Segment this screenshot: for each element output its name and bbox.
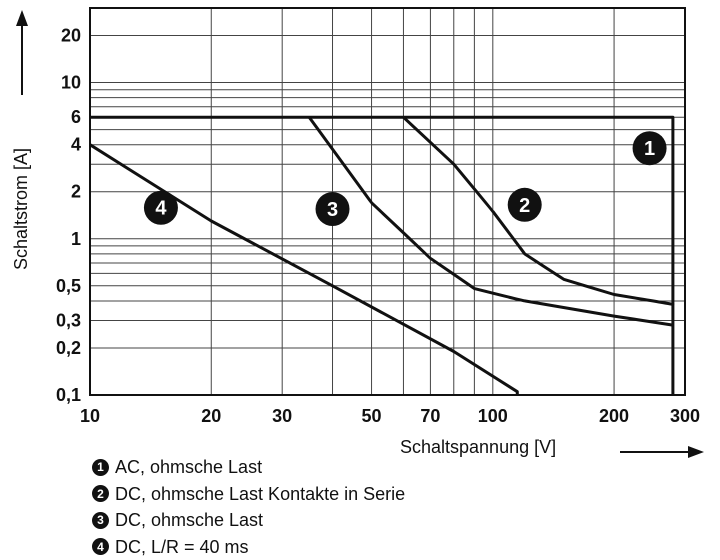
marker-circle bbox=[632, 131, 667, 166]
marker-label: 2 bbox=[519, 195, 530, 217]
marker-label: 1 bbox=[644, 138, 655, 160]
plot-frame bbox=[89, 7, 686, 396]
y-tick-label-3: 4 bbox=[71, 135, 81, 155]
x-tick-label-7: 300 bbox=[670, 406, 700, 426]
chart-markers: 1 2 3 4 bbox=[143, 131, 667, 227]
curve-4 bbox=[89, 143, 519, 395]
y-tick-label-4: 2 bbox=[71, 182, 81, 202]
chart-grid bbox=[89, 7, 686, 396]
x-tick-label-2: 30 bbox=[272, 406, 292, 426]
legend-text-4: DC, L/R = 40 ms bbox=[115, 536, 249, 557]
curve-3 bbox=[307, 116, 674, 327]
curve-marker-2: 2 bbox=[507, 187, 542, 222]
y-tick-label-1: 10 bbox=[61, 73, 81, 93]
x-tick-label-1: 20 bbox=[201, 406, 221, 426]
legend-badge-3: 3 bbox=[92, 511, 109, 529]
curve-marker-3: 3 bbox=[315, 192, 350, 227]
y-tick-label-0: 20 bbox=[61, 26, 81, 46]
legend-badge-4: 4 bbox=[92, 538, 109, 556]
legend-item-4: 4 DC, L/R = 40 ms bbox=[92, 534, 405, 560]
y-tick-label-8: 0,2 bbox=[56, 338, 81, 358]
y-tick-label-6: 0,5 bbox=[56, 276, 81, 296]
x-tick-label-3: 50 bbox=[362, 406, 382, 426]
y-tick-label-7: 0,3 bbox=[56, 310, 81, 330]
x-tick-label-4: 70 bbox=[420, 406, 440, 426]
y-tick-label-2: 6 bbox=[71, 107, 81, 127]
x-tick-label-5: 100 bbox=[478, 406, 508, 426]
marker-circle bbox=[507, 187, 542, 222]
y-axis-label: Schaltstrom [A] bbox=[11, 148, 31, 270]
y-axis-title: Schaltstrom [A] bbox=[11, 148, 31, 270]
curve-marker-4: 4 bbox=[143, 190, 178, 225]
chart-curves bbox=[89, 115, 675, 395]
x-axis-label: Schaltspannung [V] bbox=[400, 437, 556, 457]
marker-circle bbox=[143, 190, 178, 225]
switching-capacity-chart: 1 2 3 4 10 20 30 50 70 100 200 300 20 10 6 4 2 1 0,5 0,3 0,… bbox=[11, 7, 704, 458]
x-tick-label-6: 200 bbox=[599, 406, 629, 426]
x-axis-arrow bbox=[620, 446, 704, 458]
x-tick-label-0: 10 bbox=[80, 406, 100, 426]
legend-item-1: 1 AC, ohmsche Last bbox=[92, 454, 405, 481]
legend-text-1: AC, ohmsche Last bbox=[115, 457, 263, 477]
curve-1 bbox=[90, 115, 675, 395]
legend-text-3: DC, ohmsche Last bbox=[115, 510, 264, 530]
marker-label: 4 bbox=[155, 198, 167, 220]
legend: 1 AC, ohmsche Last 2 DC, ohmsche Last Ko… bbox=[92, 454, 405, 560]
y-axis-arrow bbox=[16, 10, 28, 95]
marker-circle bbox=[315, 192, 350, 227]
chart-ticks: 10 20 30 50 70 100 200 300 20 10 6 4 2 1 0,5 0,3 0,2 0,1 bbox=[56, 26, 700, 426]
legend-badge-2: 2 bbox=[92, 485, 109, 503]
legend-badge-1: 1 bbox=[92, 458, 109, 476]
y-tick-label-9: 0,1 bbox=[56, 385, 81, 405]
marker-label: 3 bbox=[327, 199, 338, 221]
curve-marker-1: 1 bbox=[632, 131, 667, 166]
legend-item-3: 3 DC, ohmsche Last bbox=[92, 507, 405, 534]
curve-2 bbox=[402, 116, 675, 306]
legend-item-2: 2 DC, ohmsche Last Kontakte in Serie bbox=[92, 481, 405, 508]
legend-text-2: DC, ohmsche Last Kontakte in Serie bbox=[115, 483, 406, 504]
y-tick-label-5: 1 bbox=[71, 229, 81, 249]
